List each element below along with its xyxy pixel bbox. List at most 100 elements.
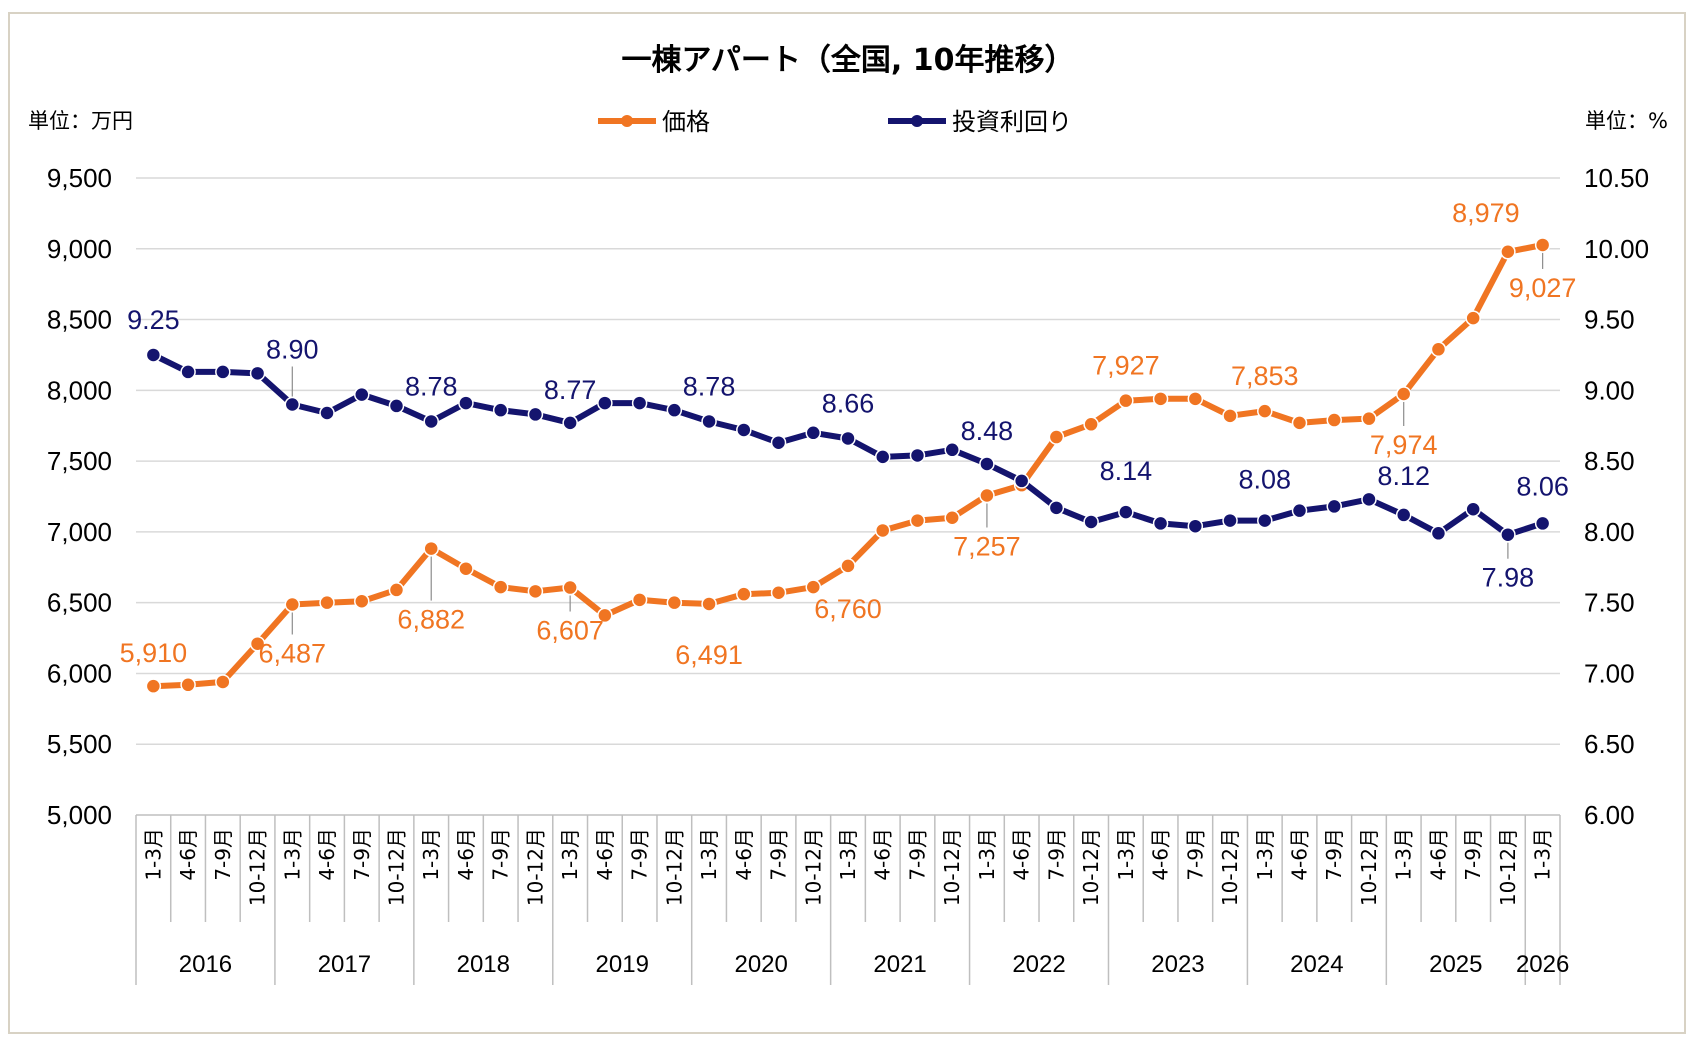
chart-frame <box>8 12 1686 1034</box>
yield-point <box>284 396 301 413</box>
price-point <box>180 677 196 693</box>
price-point <box>979 487 995 504</box>
yield-point <box>527 406 544 423</box>
price-point <box>1465 310 1481 326</box>
yield-point <box>1534 515 1551 532</box>
quarter-label: 1-3月 <box>141 828 165 881</box>
quarter-label: 10-12月 <box>523 828 547 906</box>
year-label: 2016 <box>179 951 232 978</box>
left-tick-label: 9,500 <box>47 163 112 193</box>
yield-data-label: 8.06 <box>1516 471 1569 501</box>
quarter-label: 4-6月 <box>871 828 895 881</box>
left-axis-unit: 単位：万円 <box>28 109 133 133</box>
price-point <box>388 582 405 598</box>
price-point <box>458 560 474 577</box>
price-point <box>944 509 960 526</box>
price-point <box>736 586 752 602</box>
yield-point <box>1222 512 1238 529</box>
year-label: 2021 <box>873 951 926 978</box>
price-point <box>284 596 301 613</box>
price-data-label: 5,910 <box>120 638 188 668</box>
price-point <box>701 596 717 612</box>
quarter-label: 1-3月 <box>419 828 443 881</box>
year-label: 2020 <box>734 951 787 978</box>
quarter-label: 4-6月 <box>176 828 200 881</box>
price-point <box>319 594 335 611</box>
price-data-label: 6,882 <box>397 605 465 635</box>
price-point <box>527 583 544 600</box>
quarter-label: 7-9月 <box>1183 828 1207 881</box>
year-label: 2026 <box>1516 951 1569 978</box>
right-tick-label: 7.50 <box>1584 588 1635 618</box>
price-data-label: 9,027 <box>1509 273 1577 303</box>
quarter-label: 4-6月 <box>315 828 339 881</box>
price-point <box>1500 244 1516 260</box>
price-point <box>492 579 509 595</box>
yield-point <box>1118 504 1134 520</box>
price-point <box>1326 412 1342 428</box>
quarter-label: 1-3月 <box>1253 828 1277 881</box>
quarter-label: 1-3月 <box>697 828 721 881</box>
quarter-label: 4-6月 <box>1426 828 1450 881</box>
yield-data-label: 8.14 <box>1100 456 1153 486</box>
quarter-label: 10-12月 <box>1079 828 1103 906</box>
yield-point <box>1395 507 1412 523</box>
year-label: 2019 <box>596 951 649 978</box>
yield-point <box>770 434 787 451</box>
yield-point <box>1152 515 1169 532</box>
quarter-label: 4-6月 <box>1288 828 1312 881</box>
price-point <box>840 558 856 574</box>
price-data-label: 6,760 <box>814 594 882 624</box>
price-point <box>1222 408 1238 424</box>
right-tick-label: 10.50 <box>1584 163 1649 193</box>
yield-point <box>145 347 162 363</box>
price-data-label: 8,979 <box>1452 198 1520 228</box>
quarter-label: 1-3月 <box>1114 828 1138 881</box>
price-data-label: 7,257 <box>953 532 1021 562</box>
right-tick-label: 8.00 <box>1584 517 1635 547</box>
chart-title: 一棟アパート（全国, 10年推移） <box>622 43 1075 78</box>
yield-point <box>458 395 474 411</box>
yield-point <box>319 405 335 421</box>
price-point <box>423 540 439 557</box>
yield-data-label: 8.77 <box>544 375 597 405</box>
yield-point <box>1083 514 1099 530</box>
price-data-label: 6,487 <box>259 639 327 669</box>
price-data-label: 6,491 <box>675 640 743 670</box>
price-point <box>145 678 162 694</box>
price-point <box>215 674 231 690</box>
right-tick-label: 6.50 <box>1584 729 1635 759</box>
yield-point <box>1291 502 1308 519</box>
price-point <box>1257 403 1273 419</box>
year-label: 2017 <box>318 951 371 978</box>
year-label: 2025 <box>1429 951 1482 978</box>
quarter-label: 7-9月 <box>1461 828 1485 881</box>
left-tick-label: 8,000 <box>47 375 112 405</box>
category-axis: 1-3月 4-6月 7-9月 10-12月 1-3月 4-6月 7-9月 10-12月 1-3月… <box>135 814 1569 985</box>
yield-point <box>1361 491 1377 508</box>
quarter-label: 10-12月 <box>662 828 686 906</box>
quarter-label: 4-6月 <box>454 828 478 881</box>
quarter-label: 10-12月 <box>940 828 964 906</box>
left-axis-ticks: 5,000 5,500 6,000 6,500 7,000 7,500 8,000 8,500… <box>47 163 112 830</box>
price-point <box>1187 391 1204 407</box>
left-tick-label: 5,000 <box>47 800 112 830</box>
price-point <box>909 512 926 529</box>
year-label: 2023 <box>1151 951 1204 978</box>
left-tick-label: 5,500 <box>47 729 112 759</box>
right-tick-label: 10.00 <box>1584 234 1649 264</box>
quarter-label: 10-12月 <box>1218 828 1242 906</box>
yield-point <box>1326 498 1342 515</box>
yield-data-label: 8.08 <box>1238 465 1291 495</box>
quarter-label: 1-3月 <box>1392 828 1416 881</box>
price-point <box>666 594 683 611</box>
quarter-label: 1-3月 <box>558 828 582 881</box>
price-point <box>1361 410 1377 427</box>
price-point <box>1395 386 1412 402</box>
yield-point <box>979 456 995 472</box>
yield-point <box>944 442 960 458</box>
yield-point <box>736 422 752 438</box>
yield-point <box>423 413 439 430</box>
yield-point <box>597 395 613 411</box>
yield-point <box>180 364 196 380</box>
